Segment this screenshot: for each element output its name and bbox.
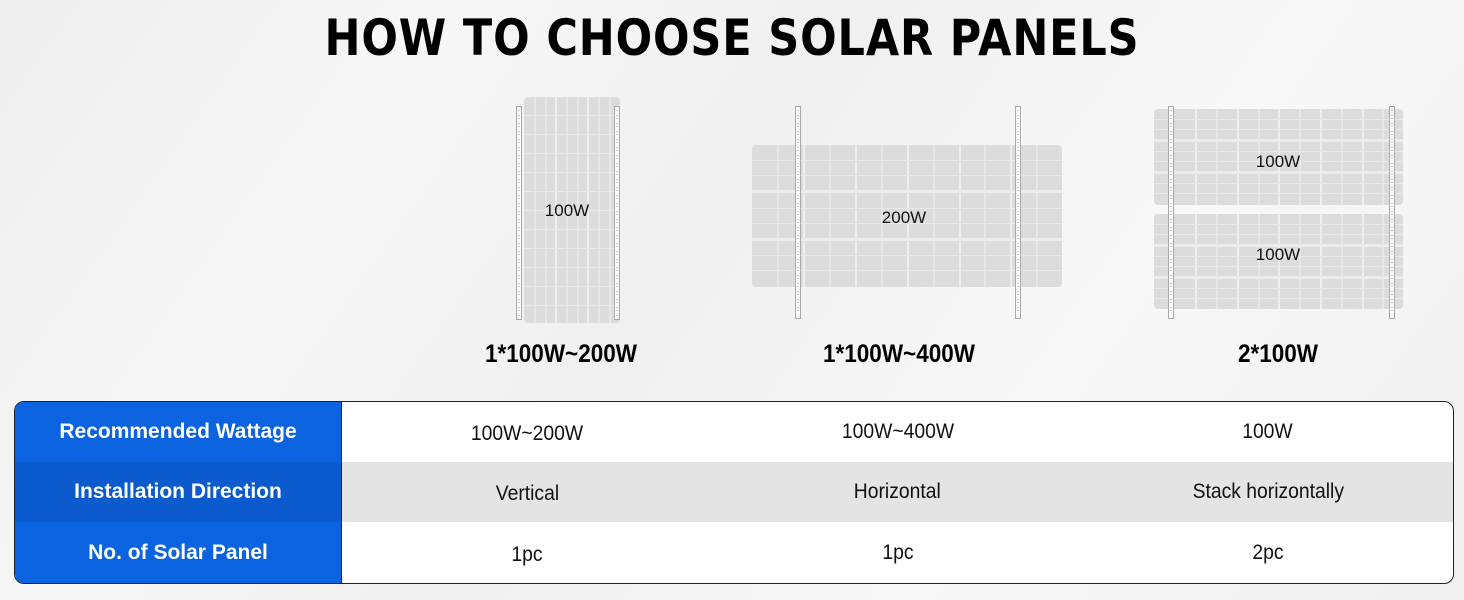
table-cell: Vertical [495, 482, 559, 505]
mounting-rail [1168, 106, 1174, 319]
table-row: Recommended Wattage 100W~200W 100W~400W … [15, 402, 1453, 462]
table-cell: 2pc [1252, 541, 1284, 564]
mounting-rail [1015, 106, 1021, 319]
table-cell: 1pc [881, 541, 914, 564]
panel-wattage-label: 200W [881, 208, 927, 227]
comparison-table: Recommended Wattage 100W~200W 100W~400W … [14, 401, 1454, 584]
table-cell: 100W~400W [841, 420, 954, 443]
solar-panel-icon [524, 97, 620, 323]
solar-panel-icon [1154, 109, 1403, 205]
mounting-rail [516, 106, 522, 320]
table-cell: 100W~200W [471, 422, 584, 445]
mounting-rail [614, 106, 620, 320]
table-cell: 100W [1242, 420, 1294, 443]
panel-wattage-label: 100W [544, 201, 590, 220]
table-cell: Horizontal [854, 480, 941, 503]
table-row: Installation Direction Vertical Horizont… [15, 462, 1453, 522]
solar-panel-icon [752, 145, 1062, 287]
table-cell: Stack horizontally [1192, 480, 1344, 503]
option-caption: 2*100W [1237, 340, 1319, 368]
option-caption: 1*100W~200W [485, 340, 637, 368]
table-row: No. of Solar Panel 1pc 1pc 2pc [15, 522, 1453, 583]
option-caption: 1*100W~400W [823, 340, 975, 368]
row-header: Recommended Wattage [15, 402, 342, 462]
panel-wattage-label: 100W [1255, 152, 1301, 171]
row-header: No. of Solar Panel [15, 522, 342, 583]
mounting-rail [795, 106, 801, 319]
mounting-rail [1389, 106, 1395, 319]
page-title: HOW TO CHOOSE SOLAR PANELS [324, 9, 1140, 67]
panel-wattage-label: 100W [1255, 245, 1301, 264]
solar-panel-icon [1154, 214, 1403, 309]
row-header: Installation Direction [15, 462, 342, 522]
table-cell: 1pc [511, 543, 543, 566]
